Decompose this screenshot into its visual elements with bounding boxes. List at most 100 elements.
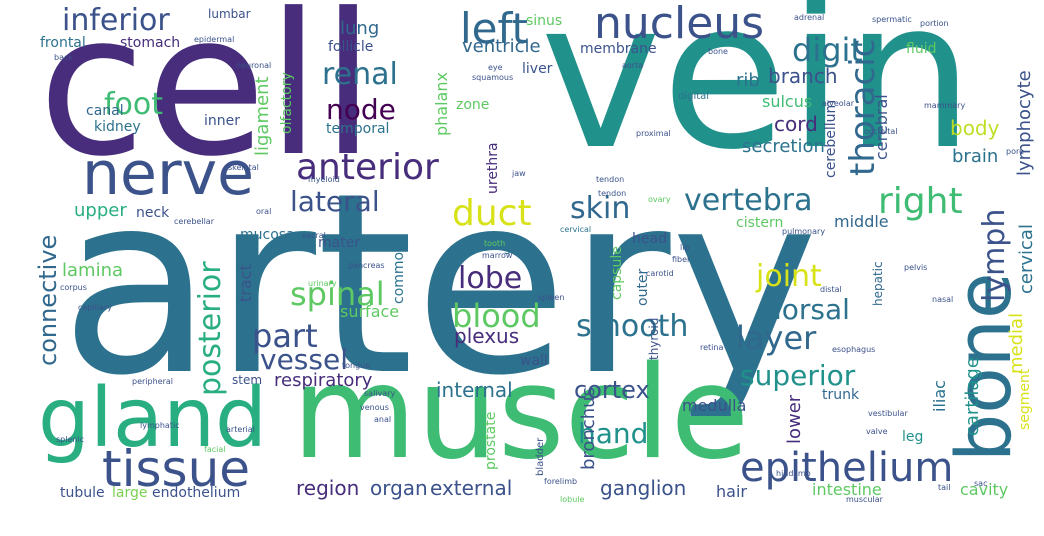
word-cortex: cortex: [574, 376, 650, 404]
word-digital: digital: [678, 91, 710, 102]
word-vein: vein: [540, 0, 975, 195]
word-artery: artery: [60, 139, 819, 430]
word-branch: branch: [768, 64, 838, 88]
word-blood: blood: [452, 297, 541, 335]
word-hair: hair: [716, 482, 747, 501]
word-forelimb: forelimb: [544, 477, 578, 486]
word-spermatic: spermatic: [872, 15, 912, 24]
word-sacral: sacral: [302, 231, 326, 240]
word-cerebellar: cerebellar: [174, 217, 214, 226]
word-cartilage: cartilage: [962, 357, 983, 436]
word-plexus: plexus: [454, 324, 520, 348]
word-endothelium: endothelium: [152, 485, 241, 501]
word-tongue: tongue: [342, 361, 371, 370]
word-superior: superior: [740, 359, 856, 392]
word-mucosa: mucosa: [240, 227, 295, 243]
word-middle: middle: [834, 212, 889, 231]
word-lower: lower: [784, 394, 805, 444]
word-intestine: intestine: [812, 480, 882, 499]
word-lymphatic: lymphatic: [140, 421, 180, 430]
word-lip: lip: [680, 243, 690, 252]
word-tubule: tubule: [60, 485, 105, 501]
word-pelvis: pelvis: [904, 263, 928, 272]
word-neck: neck: [136, 205, 170, 221]
word-cervical: cervical: [1016, 224, 1037, 294]
word-portion: portion: [920, 19, 949, 28]
word-lymph: lymph: [977, 208, 1012, 302]
word-pancreas: pancreas: [348, 261, 385, 270]
word-tissue: tissue: [102, 440, 251, 498]
word-smooth: smooth: [576, 309, 689, 344]
word-digit: digit: [792, 31, 863, 69]
word-ganglion: ganglion: [600, 476, 687, 500]
word-small: small: [504, 243, 536, 257]
word-peripheral: peripheral: [132, 377, 173, 386]
word-phalanx: phalanx: [432, 72, 451, 136]
word-nucleus: nucleus: [594, 0, 765, 49]
word-back: back: [54, 53, 74, 62]
word-renal: renal: [322, 57, 398, 92]
word-temporal: temporal: [326, 121, 390, 137]
word-ovary: ovary: [648, 195, 671, 204]
word-splenic: splenic: [56, 435, 85, 444]
word-esophagus: esophagus: [832, 345, 876, 354]
word-left: left: [460, 4, 529, 53]
word-lung: lung: [340, 18, 380, 39]
word-body: body: [950, 116, 1000, 140]
word-corpus: corpus: [60, 283, 87, 292]
word-lateral: lateral: [290, 185, 380, 218]
word-cell: cell: [38, 0, 376, 200]
word-hand: hand: [578, 417, 649, 450]
word-large: large: [112, 485, 148, 501]
word-olfactory: olfactory: [279, 72, 295, 134]
word-joint: joint: [756, 259, 822, 294]
word-bone-small: bone: [708, 47, 728, 56]
word-muscular: muscular: [846, 495, 883, 504]
word-sinus: sinus: [526, 13, 563, 29]
word-aorta: aorta: [622, 61, 644, 70]
word-tooth: tooth: [484, 239, 506, 248]
word-lamina: lamina: [62, 260, 124, 281]
word-bladder: bladder: [535, 437, 546, 476]
word-part: part: [252, 317, 318, 355]
word-skin: skin: [570, 191, 631, 226]
word-nerve: nerve: [82, 139, 255, 209]
word-mater: mater: [318, 235, 361, 251]
word-lymphocyte: lymphocyte: [1014, 70, 1035, 176]
word-pore: pore: [1006, 147, 1025, 156]
word-tendon: tendon: [596, 175, 625, 184]
word-myeloid: myeloid: [308, 175, 340, 184]
word-posterior: posterior: [193, 261, 228, 396]
word-venous: venous: [360, 403, 389, 412]
word-cerebellum: cerebellum: [823, 99, 839, 178]
word-membrane: membrane: [580, 41, 657, 57]
word-arterial: arterial: [226, 425, 255, 434]
word-internal: internal: [436, 378, 513, 402]
word-facial: facial: [204, 445, 226, 454]
word-spinal: spinal: [290, 275, 385, 313]
word-mammary: mammary: [924, 101, 966, 110]
word-oral: oral: [256, 207, 272, 216]
word-follicle: follicle: [328, 39, 374, 55]
word-lobule: lobule: [560, 495, 585, 504]
word-tract: tract: [236, 264, 255, 302]
word-tendon-2: tendon: [598, 189, 627, 198]
word-retina: retina: [700, 343, 724, 352]
word-canal: canal: [86, 103, 124, 119]
word-spleen: spleen: [538, 293, 565, 302]
word-adrenal: adrenal: [794, 13, 825, 22]
word-liver: liver: [522, 61, 553, 77]
word-wall: wall: [520, 353, 548, 369]
word-thyroid: thyroid: [647, 317, 661, 360]
word-stomach: stomach: [120, 35, 181, 51]
word-brain: brain: [952, 146, 999, 167]
word-medial: medial: [1006, 312, 1027, 374]
word-vessel: vessel: [260, 343, 348, 376]
word-vestibular: vestibular: [868, 409, 908, 418]
word-kidney: kidney: [94, 119, 141, 135]
word-connective: connective: [34, 234, 62, 366]
word-ventricle: ventricle: [462, 36, 541, 57]
word-capillary: capillary: [78, 303, 112, 312]
word-alveolar: alveolar: [822, 99, 855, 108]
